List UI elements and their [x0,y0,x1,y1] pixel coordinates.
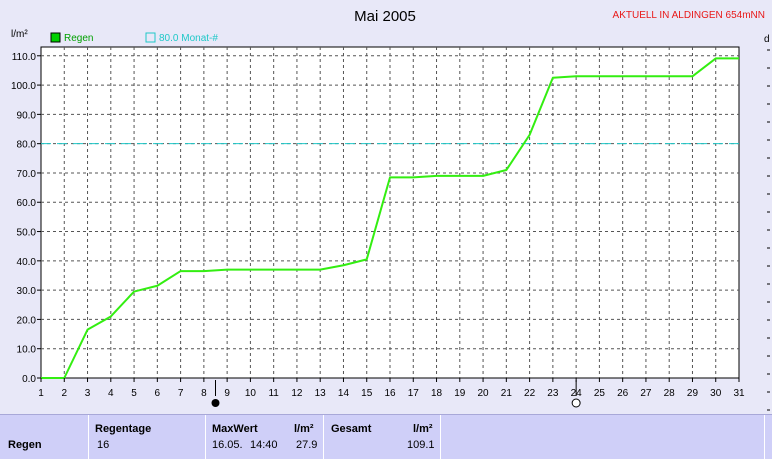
x-tick-label: 16 [384,388,396,399]
y-tick-label: 60.0 [17,198,37,209]
maxwert-time: 14:40 [250,439,278,451]
y-tick-label: 100.0 [11,81,36,92]
x-tick-label: 30 [710,388,722,399]
y-tick-label: 80.0 [17,140,37,151]
x-tick-label: 22 [524,388,536,399]
y-tick-label: 30.0 [17,286,37,297]
x-tick-label: 9 [224,388,230,399]
marker-filled-circle [211,399,220,407]
x-tick-label: 7 [178,388,184,399]
x-tick-label: 21 [501,388,513,399]
divider [205,415,206,459]
legend-swatch-monthly [145,32,156,43]
x-tick-label: 27 [640,388,652,399]
x-tick-label: 2 [61,388,67,399]
x-tick-label: 17 [408,388,420,399]
y-tick-label: 110.0 [12,52,37,63]
y-tick-label: 10.0 [17,345,37,356]
y-tick-label: 40.0 [17,257,37,268]
divider [88,415,89,459]
legend-label-regen: Regen [64,33,93,44]
chart-title: Mai 2005 [354,8,416,25]
x-tick-label: 4 [108,388,114,399]
marker-open-circle [571,398,581,408]
x-tick-label: 13 [315,388,327,399]
maxwert-label: MaxWert [212,423,258,435]
x-tick-label: 1 [38,388,44,399]
x-tick-label: 23 [547,388,559,399]
y-tick-label: 0.0 [22,374,36,385]
x-tick-label: 8 [201,388,207,399]
regentage-value: 16 [97,439,110,451]
gesamt-unit: l/m² [413,423,433,435]
x-tick-label: 15 [361,388,373,399]
y-tick-label: 90.0 [17,110,37,121]
series-group [41,57,739,379]
series-line-regen [41,57,739,379]
x-tick-label: 26 [617,388,629,399]
regentage-label: Regentage [95,423,152,435]
x-tick-label: 28 [664,388,676,399]
rain-chart: Mai 2005 AKTUELL IN ALDINGEN 654mNN l/m²… [11,8,770,411]
x-tick-label: 31 [733,388,745,399]
legend-swatch-regen [50,32,61,43]
x-tick-label: 11 [268,388,279,399]
y-tick-label: 70.0 [17,169,37,180]
station-label: AKTUELL IN ALDINGEN 654mNN [613,10,765,21]
stats-panel: Regen Regentage 16 MaxWert l/m² 16.05. 1… [0,414,772,459]
stats-row-label: Regen [8,439,42,451]
divider [764,415,765,459]
x-tick-label: 25 [594,388,606,399]
y-axis-unit: l/m² [11,29,28,40]
maxwert-unit: l/m² [294,423,314,435]
gesamt-label: Gesamt [331,423,372,435]
gesamt-value: 109.1 [407,439,435,451]
grid [41,47,739,378]
y-tick-label: 20.0 [17,315,37,326]
markers [211,380,581,408]
x-tick-label: 14 [338,388,350,399]
x-tick-label: 10 [245,388,257,399]
legend-label-monthly: 80.0 Monat-# [159,33,218,44]
x-tick-label: 6 [155,388,161,399]
x-tick-label: 20 [478,388,490,399]
y-tick-label: 50.0 [17,228,37,239]
x-tick-label: 5 [131,388,137,399]
x-tick-label: 18 [431,388,443,399]
divider [440,415,441,459]
x-tick-label: 12 [291,388,303,399]
right-edge-ticks [767,49,770,411]
maxwert-date: 16.05. [212,439,243,451]
maxwert-value: 27.9 [296,439,318,451]
x-axis: 1 2 3 4 5 6 7 8 9 10 11 12 13 14 15 16 17 18 19 20 21 22 23 24 2… [38,378,745,399]
y-axis: 0.0 10.0 20.0 30.0 40.0 50.0 60.0 70.0 80.0 90.0 1… [11,52,41,385]
divider [323,415,324,459]
x-tick-label: 3 [85,388,91,399]
x-tick-label: 19 [454,388,466,399]
right-edge-label: d [764,34,770,45]
x-tick-label: 29 [687,388,699,399]
legend: Regen 80.0 Monat-# [50,32,218,44]
